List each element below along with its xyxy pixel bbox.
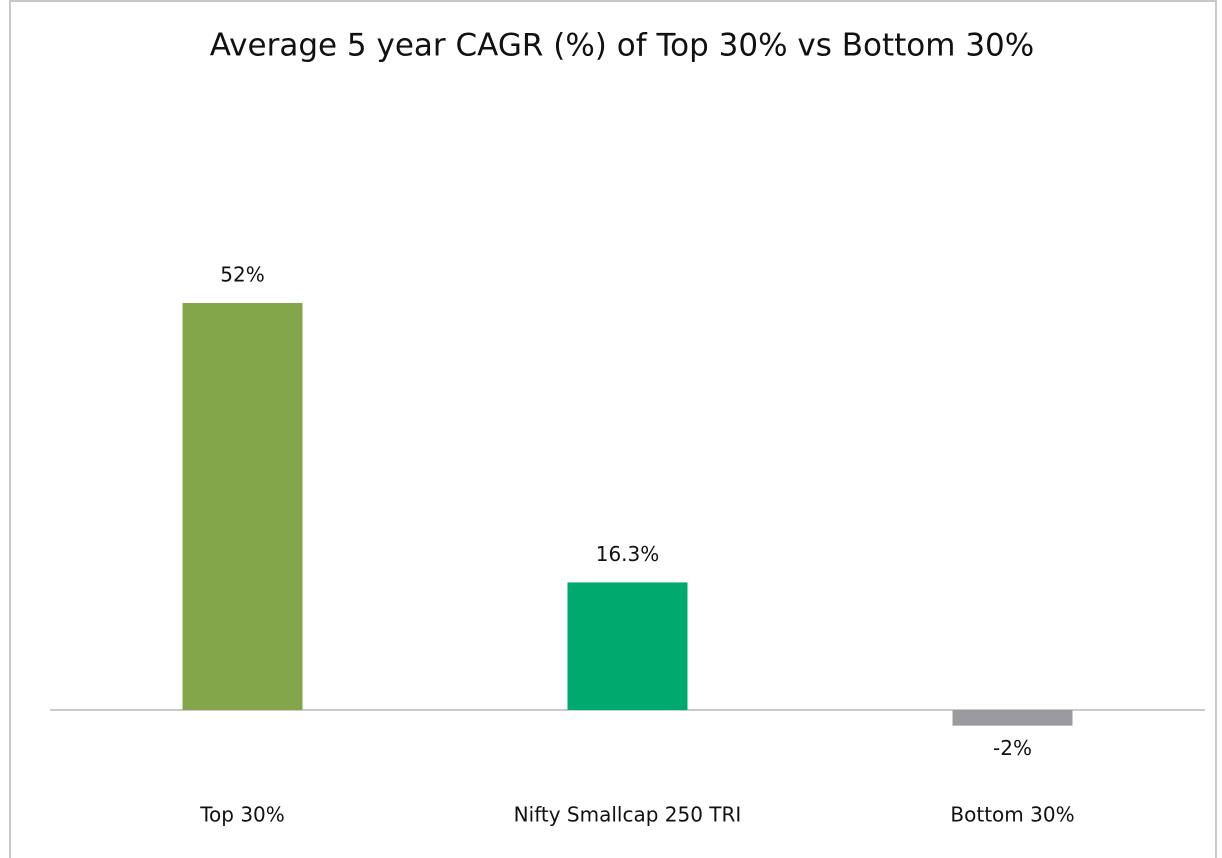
x-tick-label: Bottom 30% — [950, 803, 1074, 827]
value-label: 52% — [220, 263, 264, 287]
chart-frame — [9, 0, 1217, 858]
x-tick-label: Nifty Smallcap 250 TRI — [514, 803, 742, 827]
x-tick-label: Top 30% — [199, 803, 285, 827]
value-label: 16.3% — [596, 542, 660, 566]
bar — [182, 303, 303, 710]
bar — [952, 710, 1073, 726]
bar — [567, 582, 688, 710]
value-label: -2% — [993, 736, 1032, 760]
chart-title: Average 5 year CAGR (%) of Top 30% vs Bo… — [210, 28, 1034, 64]
